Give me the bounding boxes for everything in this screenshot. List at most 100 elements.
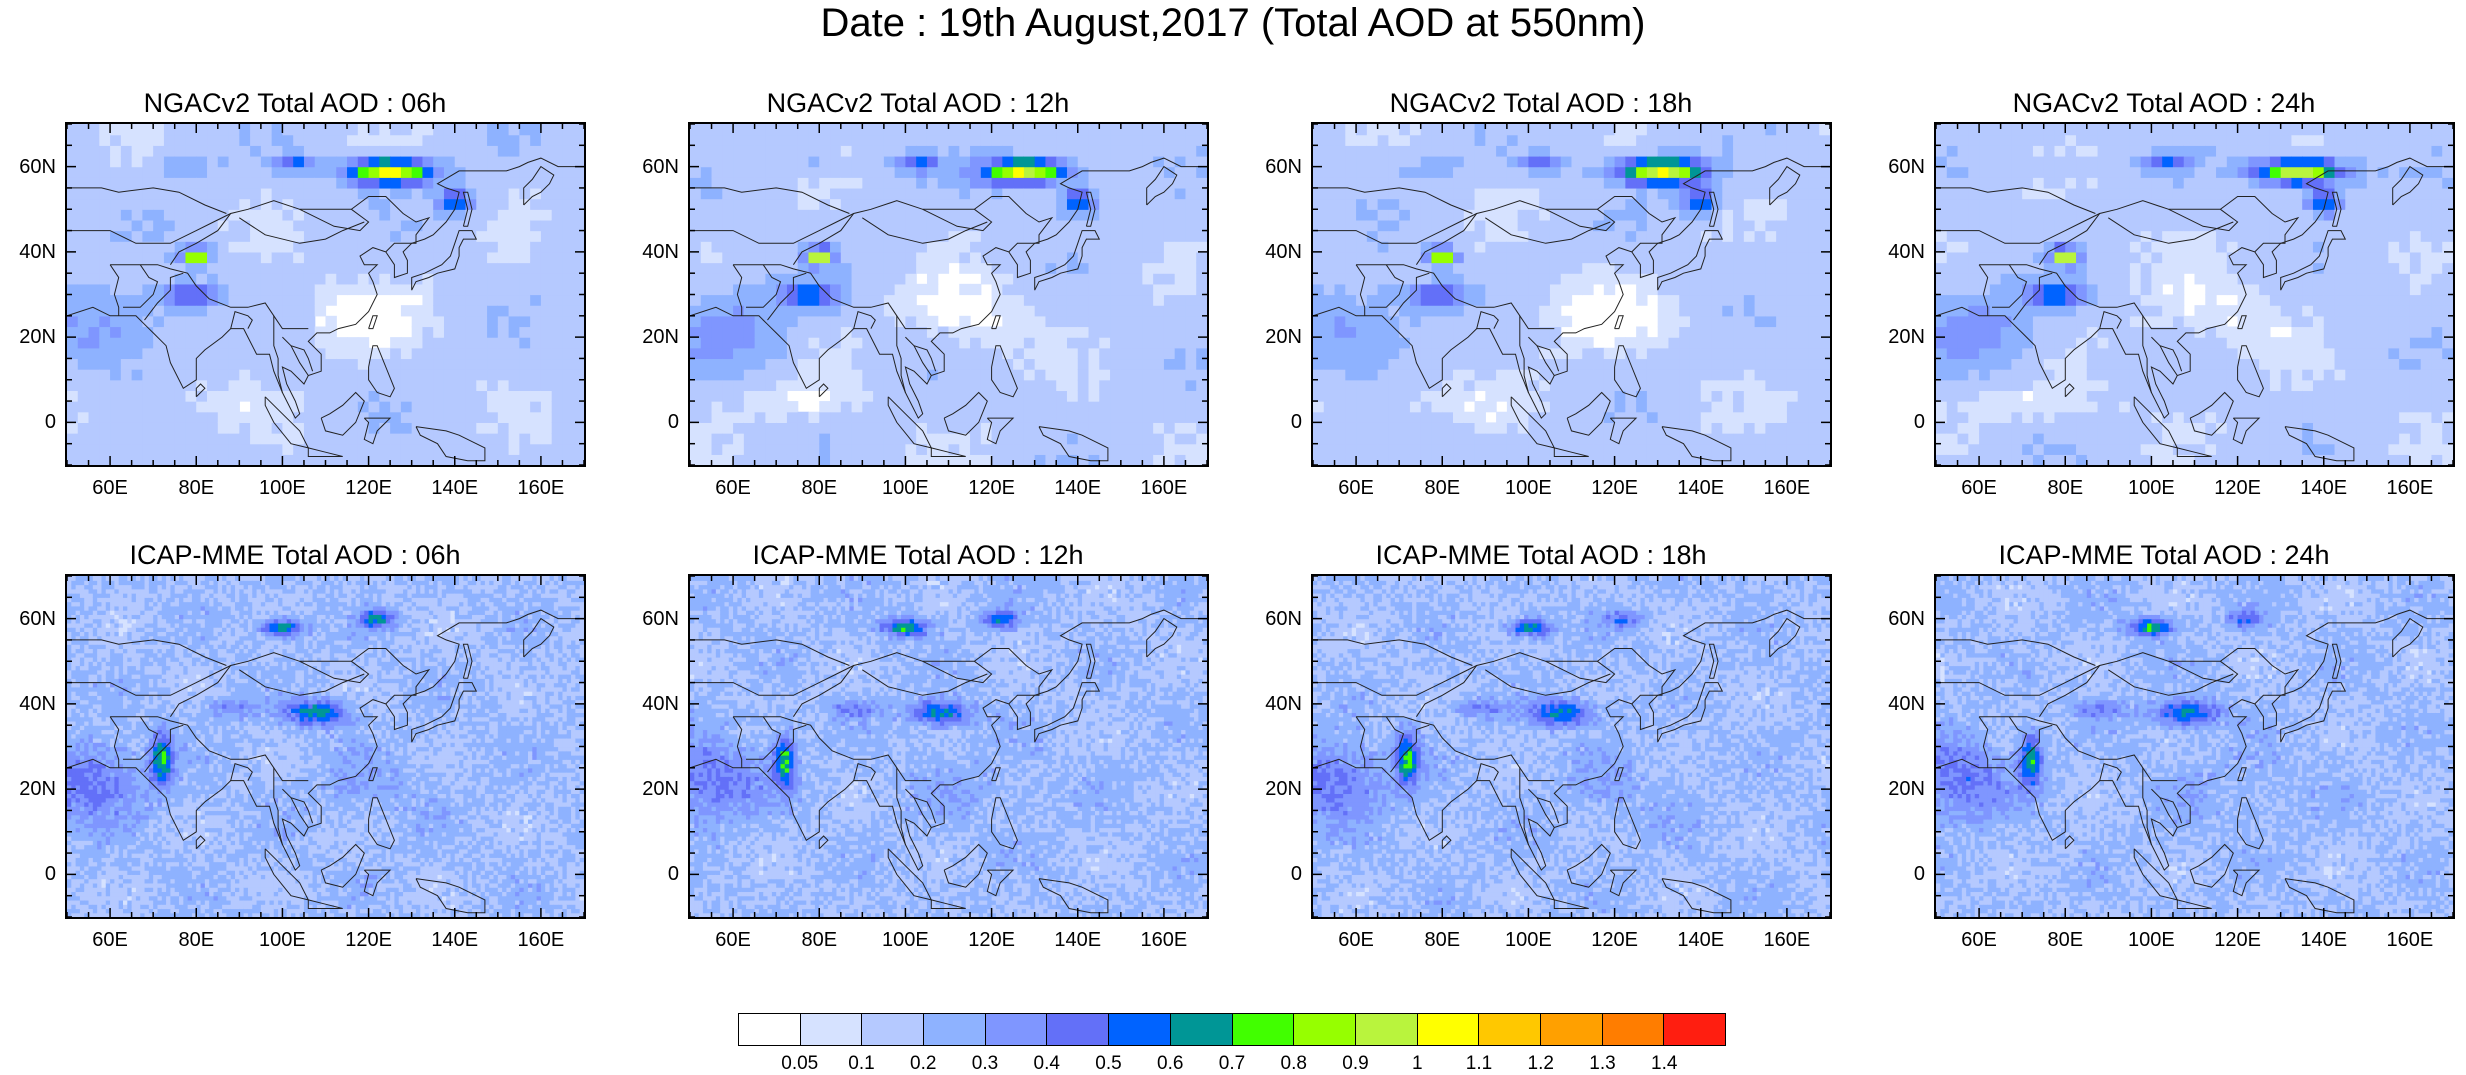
- colorbar-box: [801, 1014, 863, 1045]
- aod-map: [65, 574, 586, 919]
- lat-tick-label: 20N: [1875, 326, 1925, 348]
- aod-grid-cells: [67, 124, 584, 465]
- colorbar-label: 1.2: [1511, 1053, 1571, 1075]
- colorbar-label: 0.2: [893, 1053, 953, 1075]
- lat-tick-label: 60N: [6, 608, 56, 630]
- colorbar-box: [1541, 1014, 1603, 1045]
- lon-tick-label: 140E: [1671, 477, 1731, 499]
- lon-tick-label: 60E: [80, 929, 140, 951]
- lat-tick-label: 0: [629, 863, 679, 885]
- lon-tick-label: 120E: [1585, 929, 1645, 951]
- lat-tick-label: 60N: [1875, 156, 1925, 178]
- lat-tick-label: 40N: [629, 693, 679, 715]
- colorbar-label: 1.1: [1449, 1053, 1509, 1075]
- aod-map: [1934, 574, 2455, 919]
- lon-tick-label: 160E: [511, 477, 571, 499]
- lat-tick-label: 20N: [6, 778, 56, 800]
- lon-tick-label: 120E: [2208, 477, 2268, 499]
- lon-tick-label: 120E: [1585, 477, 1645, 499]
- lon-tick-label: 140E: [1048, 929, 1108, 951]
- lat-tick-label: 20N: [6, 326, 56, 348]
- lon-tick-label: 120E: [2208, 929, 2268, 951]
- colorbar-box: [1047, 1014, 1109, 1045]
- colorbar-box: [1418, 1014, 1480, 1045]
- lon-tick-label: 160E: [2380, 477, 2440, 499]
- aod-field: [1313, 124, 1830, 465]
- colorbar-label: 0.3: [955, 1053, 1015, 1075]
- lat-tick-label: 0: [6, 411, 56, 433]
- lon-tick-label: 140E: [2294, 477, 2354, 499]
- colorbar-label: 1.3: [1573, 1053, 1633, 1075]
- aod-grid-cells: [690, 576, 1207, 917]
- lon-tick-label: 100E: [1498, 929, 1558, 951]
- aod-map: [688, 574, 1209, 919]
- lon-tick-label: 60E: [703, 477, 763, 499]
- lat-tick-label: 60N: [1875, 608, 1925, 630]
- lat-tick-label: 0: [6, 863, 56, 885]
- aod-grid-cells: [1313, 576, 1830, 917]
- lat-tick-label: 0: [1875, 863, 1925, 885]
- aod-map: [1311, 574, 1832, 919]
- aod-grid-cells: [690, 124, 1207, 465]
- aod-grid-cells: [1936, 124, 2453, 465]
- colorbar-label: 1: [1387, 1053, 1447, 1075]
- aod-grid-cells: [1936, 576, 2453, 917]
- aod-field: [690, 576, 1207, 917]
- lat-tick-label: 60N: [1252, 608, 1302, 630]
- aod-colorbar: [738, 1013, 1726, 1046]
- lon-tick-label: 60E: [1949, 929, 2009, 951]
- lat-tick-label: 0: [1252, 411, 1302, 433]
- colorbar-box: [1294, 1014, 1356, 1045]
- lat-tick-label: 40N: [1252, 241, 1302, 263]
- lon-tick-label: 100E: [875, 929, 935, 951]
- lat-tick-label: 40N: [6, 693, 56, 715]
- lat-tick-label: 20N: [629, 326, 679, 348]
- lat-tick-label: 40N: [1875, 693, 1925, 715]
- lon-tick-label: 100E: [1498, 477, 1558, 499]
- colorbar-box: [1109, 1014, 1171, 1045]
- colorbar-label: 0.4: [1017, 1053, 1077, 1075]
- lon-tick-label: 80E: [789, 929, 849, 951]
- lon-tick-label: 60E: [703, 929, 763, 951]
- aod-grid-cells: [67, 576, 584, 917]
- lon-tick-label: 80E: [789, 477, 849, 499]
- lat-tick-label: 0: [629, 411, 679, 433]
- lon-tick-label: 100E: [2121, 929, 2181, 951]
- lat-tick-label: 20N: [1875, 778, 1925, 800]
- lon-tick-label: 80E: [166, 477, 226, 499]
- colorbar-label: 0.8: [1264, 1053, 1324, 1075]
- aod-field: [1313, 576, 1830, 917]
- colorbar-box: [1171, 1014, 1233, 1045]
- colorbar-box: [986, 1014, 1048, 1045]
- lat-tick-label: 20N: [1252, 778, 1302, 800]
- aod-map: [688, 122, 1209, 467]
- lon-tick-label: 80E: [1412, 477, 1472, 499]
- lat-tick-label: 60N: [629, 608, 679, 630]
- colorbar-label: 0.9: [1326, 1053, 1386, 1075]
- lat-tick-label: 0: [1875, 411, 1925, 433]
- lon-tick-label: 60E: [1326, 477, 1386, 499]
- lon-tick-label: 160E: [1757, 477, 1817, 499]
- aod-map: [1311, 122, 1832, 467]
- aod-field: [1936, 124, 2453, 465]
- lon-tick-label: 120E: [339, 477, 399, 499]
- panel-title: NGACv2 Total AOD : 12h: [623, 88, 1213, 118]
- lon-tick-label: 140E: [1671, 929, 1731, 951]
- lon-tick-label: 60E: [80, 477, 140, 499]
- colorbar-box: [862, 1014, 924, 1045]
- lat-tick-label: 0: [1252, 863, 1302, 885]
- lon-tick-label: 160E: [1134, 929, 1194, 951]
- lat-tick-label: 20N: [629, 778, 679, 800]
- aod-map: [65, 122, 586, 467]
- colorbar-box: [1233, 1014, 1295, 1045]
- colorbar-box: [1479, 1014, 1541, 1045]
- lon-tick-label: 60E: [1949, 477, 2009, 499]
- panel-title: NGACv2 Total AOD : 18h: [1246, 88, 1836, 118]
- lat-tick-label: 40N: [629, 241, 679, 263]
